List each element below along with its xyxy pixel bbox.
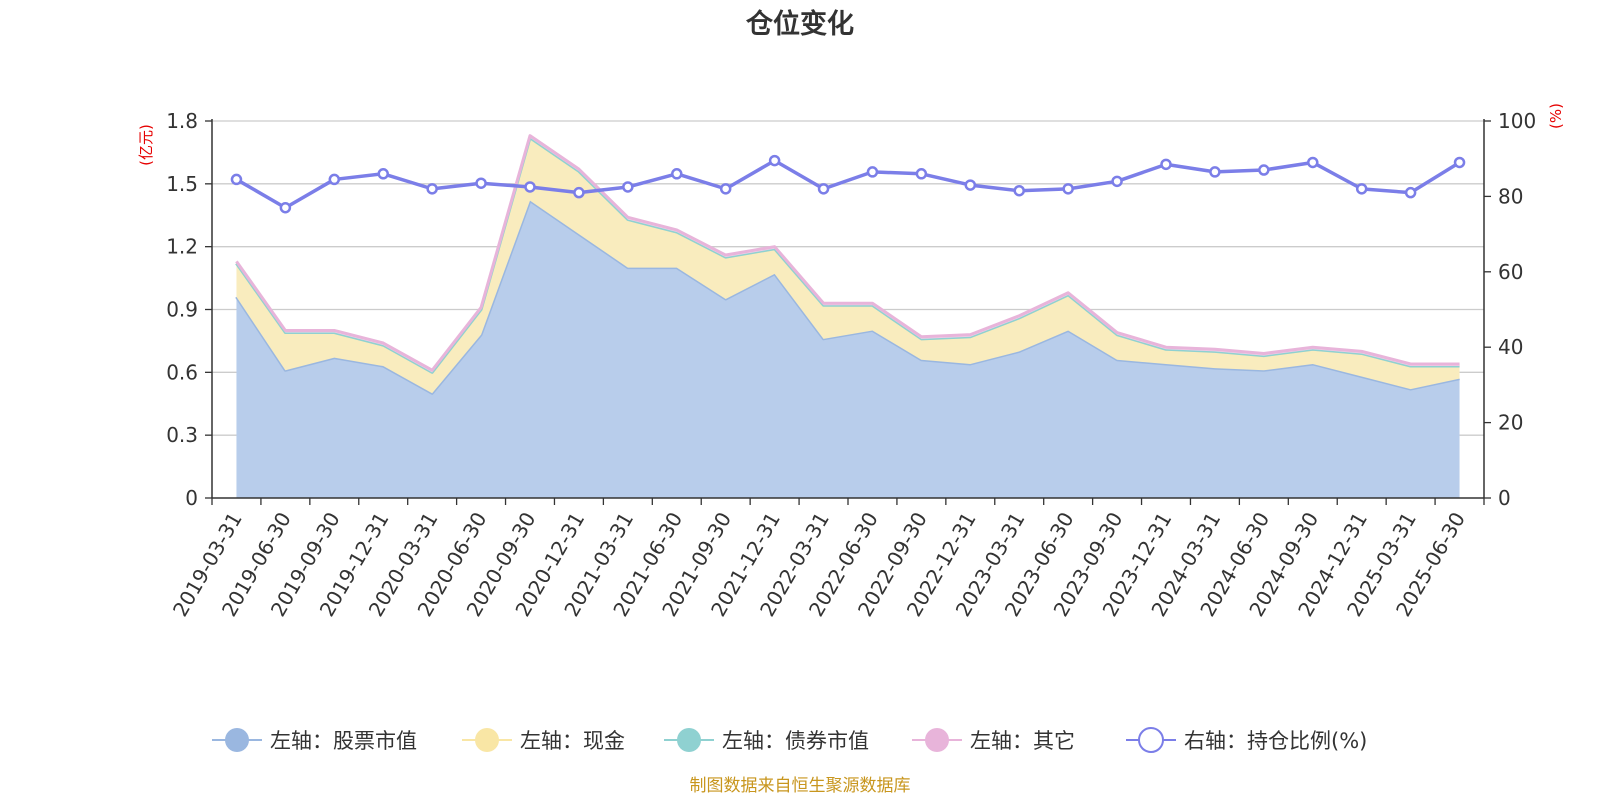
ratio-point	[866, 166, 879, 178]
area-现金	[236, 137, 1460, 394]
ratio-point	[1062, 183, 1074, 195]
ratio-point	[817, 183, 830, 195]
legend-label: 左轴：股票市值	[270, 729, 417, 753]
ratio-point	[915, 168, 928, 180]
ratio-point	[328, 173, 341, 186]
legend-item: 左轴：债券市值	[664, 728, 869, 753]
left-axis-tick-label: 0.3	[166, 423, 198, 447]
ratio-point	[1307, 156, 1319, 169]
ratio-point	[1160, 158, 1172, 171]
area-股票市值	[236, 200, 1460, 498]
ratio-point	[719, 183, 732, 195]
right-axis-tick-label: 60	[1498, 260, 1523, 284]
ratio-point	[1404, 186, 1417, 199]
right-axis-tick-label: 20	[1498, 411, 1523, 435]
left-axis-tick-label: 1.2	[166, 235, 198, 259]
legend-item: 右轴：持仓比例(%)	[1126, 727, 1367, 753]
left-axis-tick-label: 1.8	[166, 109, 198, 133]
ratio-point	[279, 201, 292, 214]
legend-marker	[225, 728, 249, 752]
left-axis-tick-label: 0	[185, 486, 198, 510]
left-axis-unit: (亿元)	[137, 124, 155, 166]
left-axis-tick-label: 0.9	[166, 298, 198, 322]
ratio-point	[964, 179, 977, 191]
right-axis-tick-label: 80	[1498, 184, 1523, 208]
stacked-areas	[235, 134, 1460, 498]
ratio-point	[426, 183, 438, 195]
legend-label: 左轴：其它	[970, 729, 1075, 753]
legend-marker	[1138, 727, 1164, 753]
area-line-其它	[235, 134, 1460, 372]
legend-item: 左轴：股票市值	[212, 728, 417, 753]
legend-marker	[677, 728, 701, 752]
legend-item: 左轴：现金	[462, 728, 625, 753]
ratio-point	[1013, 184, 1025, 197]
ratio-point	[1111, 175, 1123, 188]
legend-marker	[925, 728, 949, 752]
right-axis-unit: (%)	[1547, 103, 1565, 129]
position-ratio-line	[230, 154, 1466, 214]
ratio-point	[1209, 166, 1221, 178]
ratio-line-path	[235, 158, 1461, 210]
legend-marker	[475, 728, 499, 752]
ratio-point	[230, 173, 243, 186]
legend-label: 左轴：现金	[520, 729, 625, 753]
ratio-point	[622, 181, 634, 193]
left-axis-tick-label: 1.5	[166, 172, 198, 196]
right-axis-tick-label: 100	[1498, 109, 1536, 133]
ratio-point	[1355, 183, 1368, 195]
ratio-point	[573, 186, 585, 199]
ratio-point	[377, 168, 389, 180]
ratio-point	[1453, 156, 1466, 169]
right-axis-tick-label: 40	[1498, 335, 1523, 359]
ratio-point	[671, 168, 683, 180]
legend-label: 左轴：债券市值	[722, 729, 869, 753]
ratio-point	[768, 154, 781, 167]
legend-item: 左轴：其它	[912, 728, 1075, 753]
ratio-point	[1258, 164, 1270, 176]
right-axis-tick-label: 0	[1498, 486, 1511, 510]
legend: 左轴：股票市值 左轴：现金 左轴：债券市值 左轴：其它 右轴：持仓比例(%)	[212, 727, 1367, 753]
left-axis-tick-label: 0.6	[166, 360, 198, 384]
ratio-point	[524, 181, 536, 193]
source-note: 制图数据来自恒生聚源数据库	[690, 776, 911, 796]
legend-label: 右轴：持仓比例(%)	[1184, 729, 1367, 753]
ratio-point	[475, 177, 487, 189]
chart-title: 仓位变化	[745, 8, 854, 40]
